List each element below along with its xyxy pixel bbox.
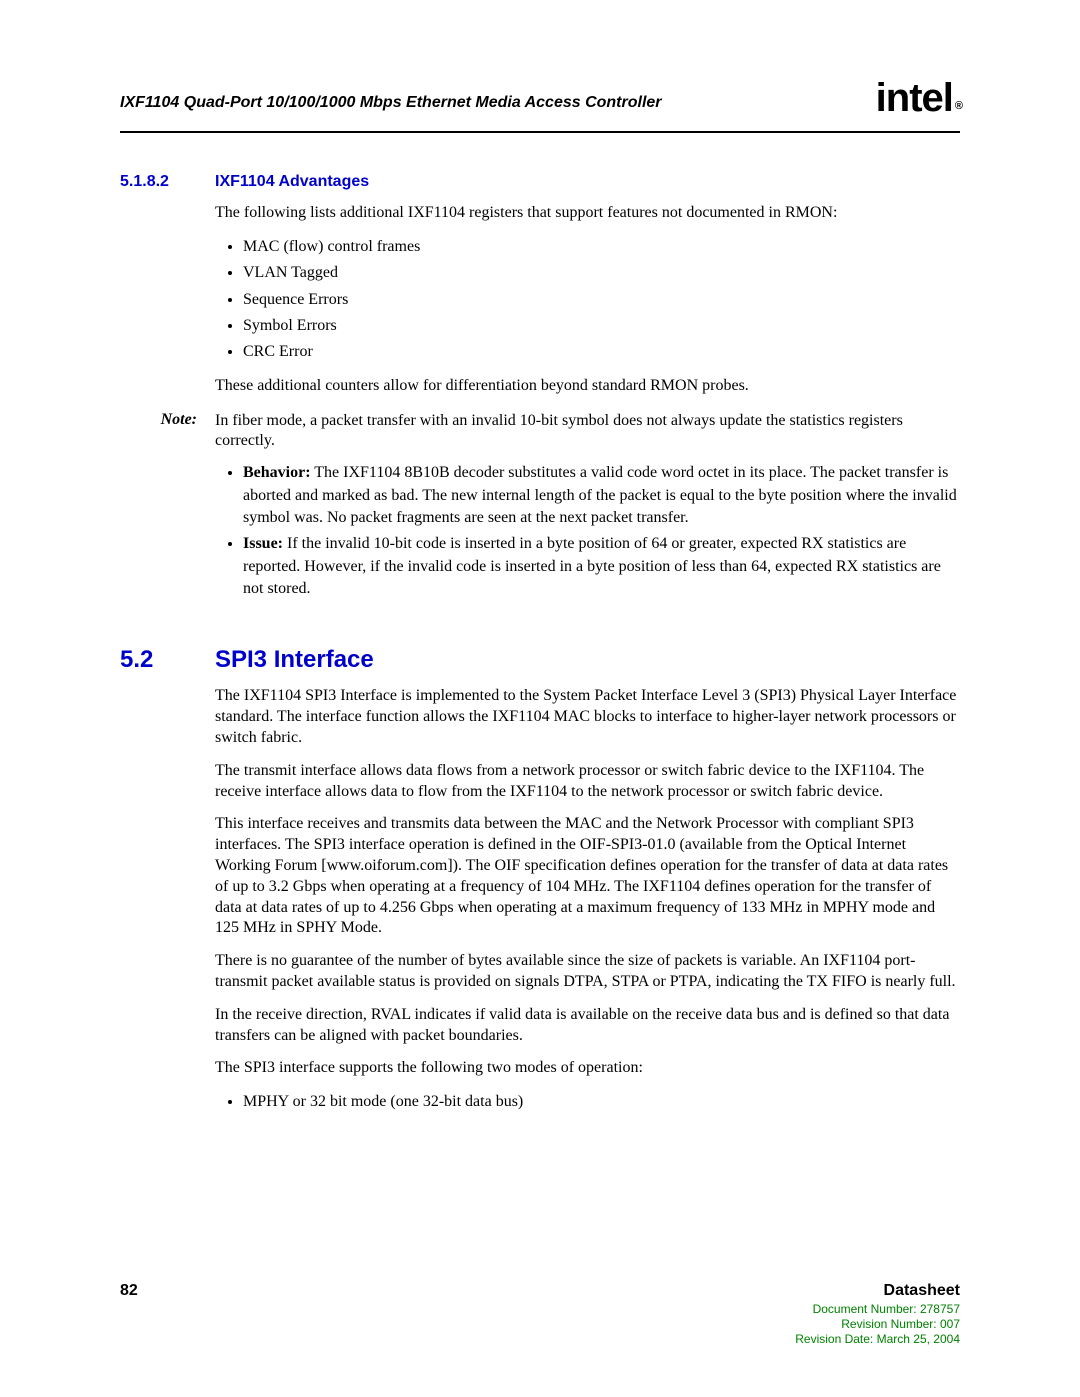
doc-type: Datasheet bbox=[884, 1282, 960, 1300]
meta-line: Document Number: 278757 bbox=[120, 1302, 960, 1317]
logo-registered-mark: ® bbox=[955, 100, 962, 112]
section-heading-spi3: 5.2 SPI3 Interface bbox=[120, 646, 960, 674]
modes-list: MPHY or 32 bit mode (one 32-bit data bus… bbox=[215, 1091, 960, 1113]
section-title: SPI3 Interface bbox=[215, 646, 374, 674]
list-item: MAC (flow) control frames bbox=[243, 236, 960, 258]
spacer bbox=[120, 610, 960, 646]
note-bullets-list: Behavior: The IXF1104 8B10B decoder subs… bbox=[215, 462, 960, 600]
list-item: MPHY or 32 bit mode (one 32-bit data bus… bbox=[243, 1091, 960, 1113]
body-paragraph: There is no guarantee of the number of b… bbox=[215, 951, 960, 993]
note-block: Note: In fiber mode, a packet transfer w… bbox=[120, 411, 960, 453]
page: IXF1104 Quad-Port 10/100/1000 Mbps Ether… bbox=[0, 0, 1080, 1397]
body-paragraph: The IXF1104 SPI3 Interface is implemente… bbox=[215, 686, 960, 748]
note-bullets-content: Behavior: The IXF1104 8B10B decoder subs… bbox=[215, 462, 960, 600]
bullet-body: The IXF1104 8B10B decoder substitutes a … bbox=[243, 464, 957, 526]
list-item: Symbol Errors bbox=[243, 315, 960, 337]
page-number: 82 bbox=[120, 1282, 138, 1300]
section-content-spi3: The IXF1104 SPI3 Interface is implemente… bbox=[215, 686, 960, 1113]
note-body: In fiber mode, a packet transfer with an… bbox=[215, 411, 960, 453]
list-item: VLAN Tagged bbox=[243, 262, 960, 284]
body-paragraph: This interface receives and transmits da… bbox=[215, 814, 960, 939]
intel-logo: intel® bbox=[876, 76, 960, 121]
page-footer: 82 Datasheet Document Number: 278757 Rev… bbox=[120, 1282, 960, 1347]
section-number: 5.1.8.2 bbox=[120, 173, 215, 191]
footer-line: 82 Datasheet bbox=[120, 1282, 960, 1300]
list-item: CRC Error bbox=[243, 341, 960, 363]
bullet-head: Issue: bbox=[243, 535, 283, 552]
meta-line: Revision Date: March 25, 2004 bbox=[120, 1332, 960, 1347]
list-item: Behavior: The IXF1104 8B10B decoder subs… bbox=[243, 462, 960, 529]
footer-meta: Document Number: 278757 Revision Number:… bbox=[120, 1302, 960, 1347]
body-paragraph: The SPI3 interface supports the followin… bbox=[215, 1058, 960, 1079]
bullet-body: If the invalid 10-bit code is inserted i… bbox=[243, 535, 941, 597]
section-content-advantages: The following lists additional IXF1104 r… bbox=[215, 203, 960, 397]
list-item: Issue: If the invalid 10-bit code is ins… bbox=[243, 533, 960, 600]
logo-text: intel bbox=[876, 76, 953, 120]
body-paragraph: In the receive direction, RVAL indicates… bbox=[215, 1005, 960, 1047]
section-title: IXF1104 Advantages bbox=[215, 173, 369, 191]
section-heading-advantages: 5.1.8.2 IXF1104 Advantages bbox=[120, 173, 960, 191]
header-title: IXF1104 Quad-Port 10/100/1000 Mbps Ether… bbox=[120, 94, 662, 112]
bullet-head: Behavior: bbox=[243, 464, 311, 481]
advantages-list: MAC (flow) control frames VLAN Tagged Se… bbox=[215, 236, 960, 364]
after-bullets-paragraph: These additional counters allow for diff… bbox=[215, 376, 960, 397]
meta-line: Revision Number: 007 bbox=[120, 1317, 960, 1332]
intro-paragraph: The following lists additional IXF1104 r… bbox=[215, 203, 960, 224]
list-item: Sequence Errors bbox=[243, 289, 960, 311]
page-header: IXF1104 Quad-Port 10/100/1000 Mbps Ether… bbox=[120, 80, 960, 133]
note-label: Note: bbox=[120, 411, 215, 453]
body-paragraph: The transmit interface allows data flows… bbox=[215, 761, 960, 803]
section-number: 5.2 bbox=[120, 646, 215, 674]
